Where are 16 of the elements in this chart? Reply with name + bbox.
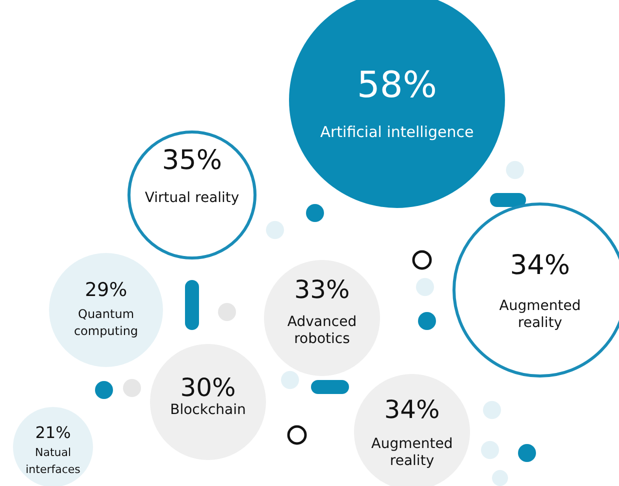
category-label: Natual interfaces [26,446,81,476]
category-label: Augmented reality [371,436,453,469]
category-label: Advanced robotics [287,314,357,347]
data-label: 34% [510,250,570,281]
data-label: 33% [294,275,350,304]
data-label: 30% [180,373,236,402]
category-label: Virtual reality [144,190,240,206]
data-label: 58% [356,65,438,106]
category-label: Blockchain [170,402,246,418]
category-label: Augmented reality [499,298,581,331]
data-label: 35% [162,145,222,176]
category-label: Quantum computing [74,307,138,338]
category-label: Artificial intelligence [320,123,474,141]
data-label: 29% [84,279,128,301]
data-label: 34% [384,395,440,424]
data-label: 21% [35,423,71,442]
